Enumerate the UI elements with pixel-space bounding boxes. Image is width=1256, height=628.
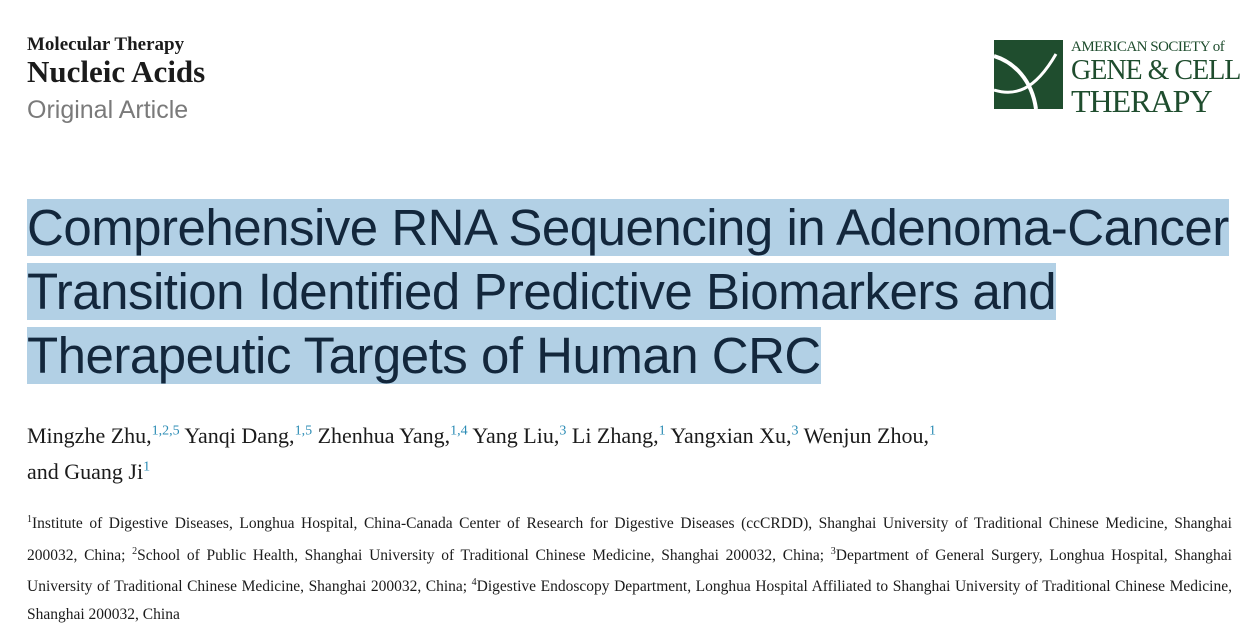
affiliation-ref[interactable]: 1 bbox=[143, 459, 151, 475]
affiliation-text: School of Public Health, Shanghai Univer… bbox=[137, 546, 831, 564]
author: Yangxian Xu,3 bbox=[670, 423, 798, 448]
affiliation-ref[interactable]: 1 bbox=[928, 424, 936, 439]
affiliation-number: 1 bbox=[27, 514, 32, 525]
affiliation-ref[interactable]: 1,5 bbox=[294, 424, 313, 439]
affiliation-ref[interactable]: 3 bbox=[791, 424, 799, 439]
author-name: and Guang Ji bbox=[27, 458, 144, 484]
journal-series: Molecular Therapy bbox=[27, 34, 185, 55]
asgct-logo: AMERICAN SOCIETY of GENE & CELL THERAPY bbox=[994, 39, 1241, 119]
author: Zhenhua Yang,1,4 bbox=[318, 423, 468, 448]
author: Yang Liu,3 bbox=[472, 423, 566, 448]
affiliation-text: Department of General Surgery, Longhua H… bbox=[27, 546, 1232, 596]
asgct-logo-icon bbox=[994, 40, 1063, 109]
author-name: Li Zhang, bbox=[571, 423, 659, 449]
article-type: Original Article bbox=[27, 96, 189, 124]
affiliation-ref[interactable]: 3 bbox=[559, 424, 567, 439]
title-text[interactable]: Comprehensive RNA Sequencing in Adenoma-… bbox=[27, 199, 1229, 384]
affiliation-ref[interactable]: 1 bbox=[658, 424, 666, 439]
journal-header: Molecular Therapy Nucleic Acids Original… bbox=[27, 34, 205, 125]
author-name: Zhenhua Yang, bbox=[317, 423, 451, 449]
author-name: Wenjun Zhou, bbox=[803, 423, 929, 449]
author-name: Yang Liu, bbox=[472, 423, 560, 449]
affiliation-number: 4 bbox=[471, 577, 477, 589]
journal-name: Nucleic Acids bbox=[27, 54, 206, 89]
author-list: Mingzhe Zhu,1,2,5 Yanqi Dang,1,5 Zhenhua… bbox=[27, 416, 1237, 487]
affiliation-number: 3 bbox=[830, 545, 836, 557]
affiliations: 1Institute of Digestive Diseases, Longhu… bbox=[27, 506, 1232, 628]
article-title[interactable]: Comprehensive RNA Sequencing in Adenoma-… bbox=[27, 196, 1237, 388]
author: Li Zhang,1 bbox=[572, 423, 666, 448]
logo-line3: THERAPY bbox=[1071, 83, 1213, 119]
author: and Guang Ji1 bbox=[27, 459, 150, 484]
affiliation-text: Institute of Digestive Diseases, Longhua… bbox=[27, 515, 1232, 564]
author: Wenjun Zhou,1 bbox=[804, 423, 936, 448]
author: Yanqi Dang,1,5 bbox=[184, 423, 312, 448]
affiliation-ref[interactable]: 1,2,5 bbox=[151, 424, 180, 439]
affiliation-ref[interactable]: 1,4 bbox=[450, 424, 468, 439]
author-name: Mingzhe Zhu, bbox=[27, 423, 152, 449]
author-name: Yangxian Xu, bbox=[670, 423, 792, 449]
affiliation-number: 2 bbox=[132, 545, 138, 557]
author: Mingzhe Zhu,1,2,5 bbox=[27, 423, 180, 448]
author-name: Yanqi Dang, bbox=[184, 423, 295, 449]
logo-line1: AMERICAN SOCIETY of bbox=[1071, 39, 1225, 55]
logo-line2: GENE & CELL bbox=[1071, 55, 1241, 86]
